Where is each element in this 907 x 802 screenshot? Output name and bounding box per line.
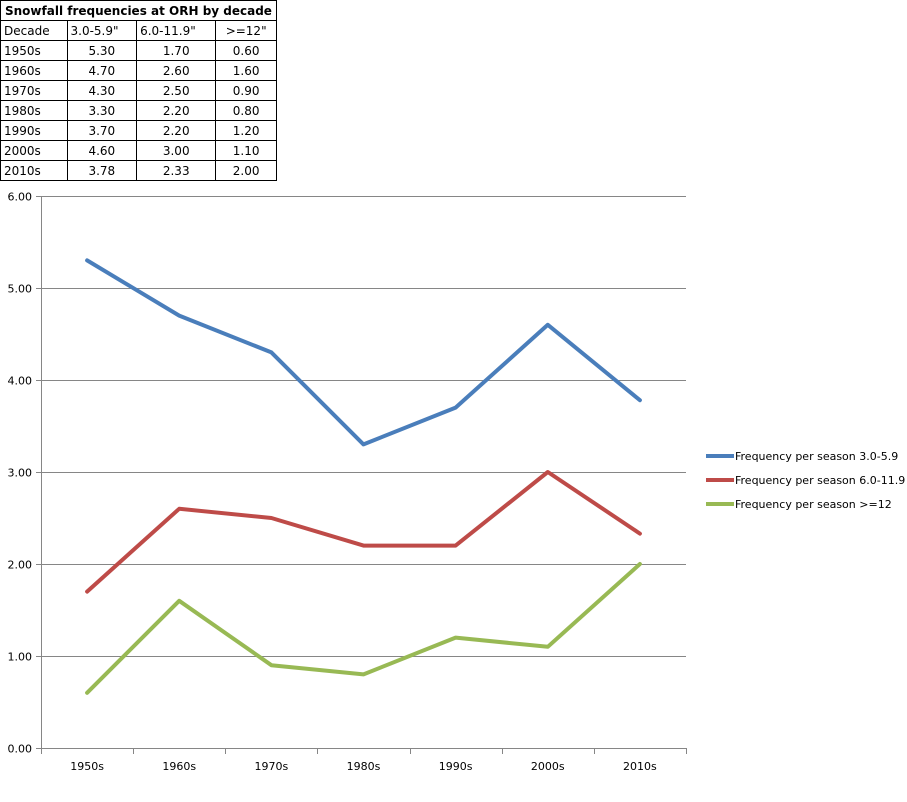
series-line	[85, 470, 642, 594]
value-cell: 4.70	[66, 60, 138, 81]
value-cell: 2.50	[136, 80, 217, 101]
x-tick-label: 1980s	[347, 760, 381, 773]
value-cell: 0.90	[215, 80, 277, 101]
value-cell: 0.60	[215, 40, 277, 61]
decade-cell: 1950s	[0, 40, 68, 61]
column-header: >=12"	[215, 20, 277, 41]
gridlines	[41, 196, 686, 657]
series-lines	[85, 258, 642, 695]
value-cell: 3.00	[136, 140, 217, 161]
value-cell: 3.70	[66, 120, 138, 141]
value-cell: 1.70	[136, 40, 217, 61]
x-tick-label: 1960s	[162, 760, 196, 773]
value-cell: 5.30	[66, 40, 138, 61]
series-line	[85, 562, 642, 695]
decade-cell: 2000s	[0, 140, 68, 161]
value-cell: 2.33	[136, 160, 217, 181]
y-tick-label: 4.00	[8, 375, 33, 388]
value-cell: 1.60	[215, 60, 277, 81]
table-row: 2000s 4.60 3.00 1.10	[0, 140, 277, 161]
x-tick-label: 1990s	[439, 760, 473, 773]
y-tick-label: 5.00	[8, 283, 33, 296]
table-title: Snowfall frequencies at ORH by decade	[0, 0, 277, 21]
value-cell: 2.60	[136, 60, 217, 81]
decade-cell: 1990s	[0, 120, 68, 141]
table-row: 1970s 4.30 2.50 0.90	[0, 80, 277, 101]
value-cell: 0.80	[215, 100, 277, 121]
decade-cell: 1960s	[0, 60, 68, 81]
value-cell: 4.60	[66, 140, 138, 161]
table-header-row: Decade 3.0-5.9" 6.0-11.9" >=12"	[0, 20, 277, 41]
y-tick-label: 1.00	[8, 651, 33, 664]
table-row: 1960s 4.70 2.60 1.60	[0, 60, 277, 81]
value-cell: 2.20	[136, 100, 217, 121]
legend: Frequency per season 3.0-5.9 Frequency pe…	[706, 450, 905, 511]
y-tick-label: 2.00	[8, 559, 33, 572]
legend-label: Frequency per season 6.0-11.9	[735, 474, 905, 487]
decade-cell: 1970s	[0, 80, 68, 101]
x-tick-label: 1970s	[254, 760, 288, 773]
table-row: 1990s 3.70 2.20 1.20	[0, 120, 277, 141]
legend-label: Frequency per season 3.0-5.9	[735, 450, 898, 463]
x-tick-label: 2010s	[623, 760, 657, 773]
decade-cell: 2010s	[0, 160, 68, 181]
value-cell: 1.10	[215, 140, 277, 161]
value-cell: 1.20	[215, 120, 277, 141]
decade-cell: 1980s	[0, 100, 68, 121]
legend-label: Frequency per season >=12	[735, 498, 892, 511]
column-header: 3.0-5.9"	[66, 20, 138, 41]
y-tick-label: 0.00	[8, 743, 33, 756]
snowfall-data-table: Snowfall frequencies at ORH by decade De…	[0, 0, 277, 181]
x-tick-label: 2000s	[531, 760, 565, 773]
y-tick-label: 6.00	[8, 191, 33, 204]
table-row: 1980s 3.30 2.20 0.80	[0, 100, 277, 121]
value-cell: 2.00	[215, 160, 277, 181]
x-tick-label: 1950s	[70, 760, 104, 773]
value-cell: 4.30	[66, 80, 138, 101]
table-row: 1950s 5.30 1.70 0.60	[0, 40, 277, 61]
column-header: 6.0-11.9"	[136, 20, 217, 41]
y-tick-label: 3.00	[8, 467, 33, 480]
value-cell: 3.78	[66, 160, 138, 181]
axes: 0.00 1.00 2.00 3.00 4.00 5.00 6.00 1950s 1960s 19…	[8, 191, 687, 773]
value-cell: 3.30	[66, 100, 138, 121]
table-title-row: Snowfall frequencies at ORH by decade	[0, 0, 277, 21]
column-header: Decade	[0, 20, 68, 41]
table-row: 2010s 3.78 2.33 2.00	[0, 160, 277, 181]
value-cell: 2.20	[136, 120, 217, 141]
series-line	[85, 258, 642, 447]
